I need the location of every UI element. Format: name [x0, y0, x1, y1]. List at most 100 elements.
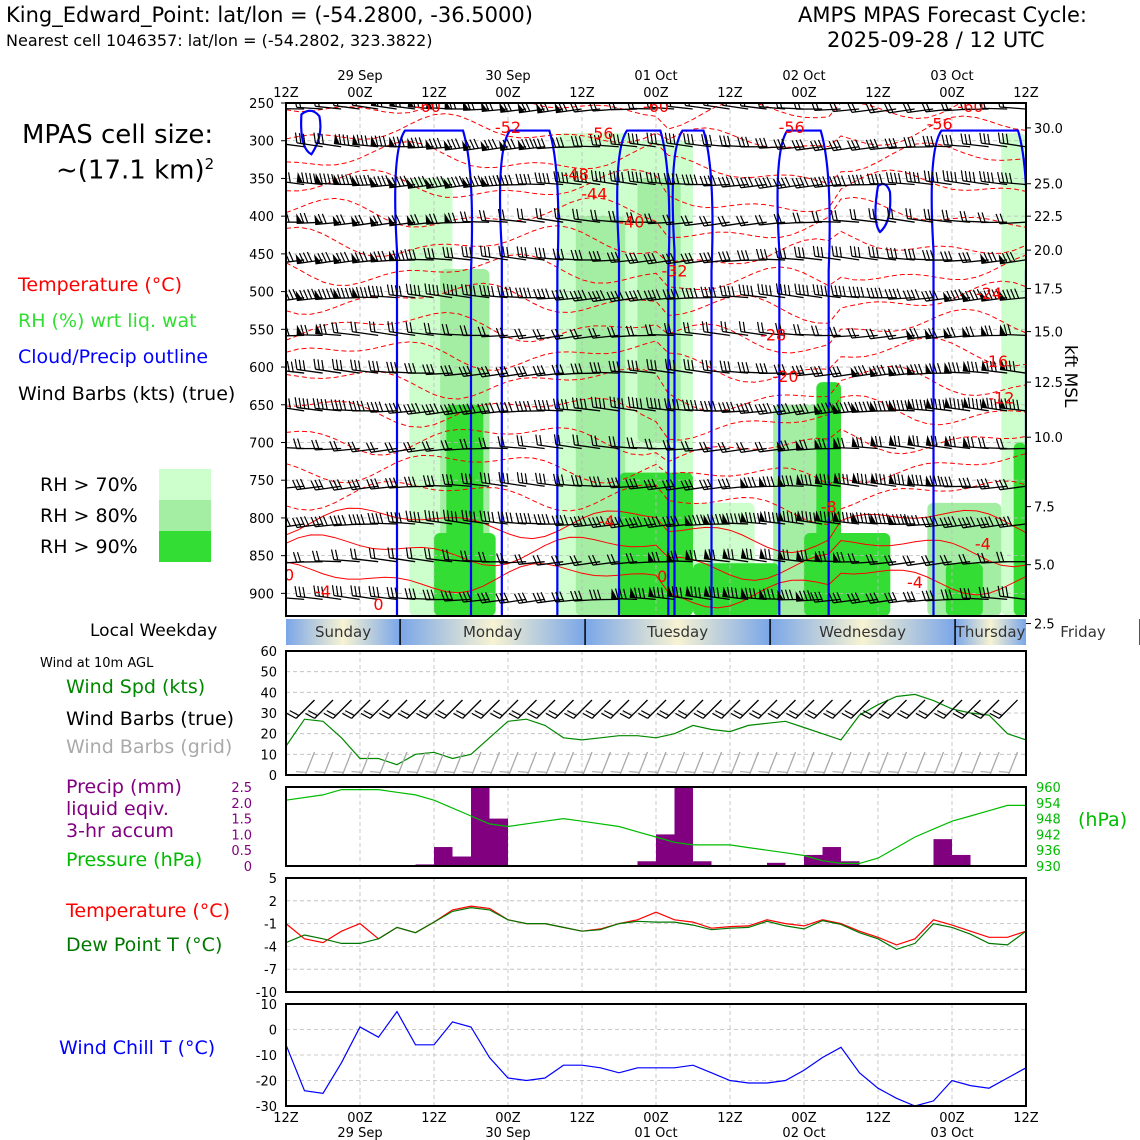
wind-barb-tick: [1005, 586, 1009, 598]
wind-barb-tick: [986, 171, 990, 183]
wind-barb-tick: [436, 137, 442, 148]
wind-barb-tick: [550, 329, 557, 340]
wind-barb-tick: [394, 512, 398, 523]
wind-barb-tick: [496, 175, 501, 186]
wind-barb: [333, 594, 360, 601]
wind-barb-tick: [667, 323, 672, 334]
wind-barb-tick: [1005, 133, 1009, 145]
wind-barb-tick: [322, 515, 328, 526]
wind-barb-tick: [965, 516, 972, 527]
wind-barb-tick: [781, 138, 787, 149]
surface-wind-barb-true: [758, 699, 778, 719]
wind-barb-tick: [810, 325, 816, 336]
windchill-panel-frame: [285, 1003, 1027, 1107]
wind-barb-tick: [778, 247, 783, 259]
wind-barb-tick: [887, 103, 894, 113]
wind-barb-tick: [747, 176, 754, 187]
wind-barb-tick: [592, 554, 598, 565]
wind-barb-tick: [627, 359, 631, 371]
wind-barb-tick: [533, 514, 538, 525]
wind-barb-tick: [779, 103, 783, 109]
wind-barb-tick: [445, 324, 450, 335]
surface-wind-barb-grid-tick: [388, 770, 399, 774]
wind-barb-tick: [412, 588, 417, 599]
wind-barb-tick: [885, 400, 890, 412]
wind-barb-tick: [670, 550, 675, 562]
surface-wind-barb-true: [721, 699, 741, 719]
wind-barb-tick: [495, 593, 501, 604]
wind-barb-tick: [373, 176, 379, 187]
wind-barb-tick: [465, 246, 468, 257]
wind-barb-tick: [534, 247, 538, 258]
wind-barb-tick: [399, 176, 405, 187]
wind-barb-tick: [551, 290, 557, 301]
wind-barb-tick: [847, 553, 853, 564]
wind-barb: [981, 107, 1008, 110]
temperature-contour: [286, 308, 1026, 354]
wind-barb-tick: [770, 588, 775, 600]
wind-barb-tick: [275, 554, 279, 564]
surface-wind-barb-true-tick: [934, 712, 944, 719]
wind-barb-tick: [906, 103, 912, 113]
wind-barb-tick: [481, 403, 487, 414]
wind-barb-flag: [759, 548, 766, 559]
wind-barb-tick: [536, 328, 542, 339]
surface-wind-barb-grid: [748, 751, 760, 775]
wind-barb-tick: [454, 138, 461, 149]
wind-barb-tick: [426, 589, 431, 600]
wind-barb-tick: [946, 290, 952, 301]
temperature-contour-label: -4: [907, 573, 923, 592]
wind-barb-flag: [480, 140, 488, 151]
wind-barb-tick: [738, 284, 742, 295]
wind-barb-tick: [959, 103, 964, 110]
wind-barb: [870, 217, 897, 223]
wind-barb-tick: [928, 290, 935, 301]
wind-barb-flag: [776, 441, 784, 452]
wind-barb-tick: [662, 440, 668, 451]
wind-barb-tick: [439, 404, 446, 415]
temperature-contour: [286, 337, 1026, 383]
wind-barb-tick: [400, 250, 405, 261]
surface-wind-barb-true-tick: [566, 710, 577, 717]
wind-barb-tick: [391, 547, 395, 559]
wind-barb-tick: [606, 252, 612, 263]
wind-barb-tick: [828, 593, 834, 604]
wind-barb-tick: [776, 178, 783, 188]
wind-barb-tick: [594, 435, 598, 446]
legend-rh: RH (%) wrt liq. wat: [18, 310, 197, 332]
wind-barb: [944, 144, 971, 148]
surface-wind-barb-true-tick: [823, 712, 833, 719]
wind-barb-tick: [942, 399, 946, 411]
wind-barb-tick: [872, 365, 878, 376]
wind-barb-tick: [446, 284, 450, 295]
wind-barb-tick: [801, 510, 804, 522]
wind-barb-tick: [795, 177, 801, 188]
wind-barb-tick: [688, 252, 694, 263]
wind-barb-tick: [665, 253, 672, 264]
wind-barb-tick: [645, 397, 649, 408]
wind-barb-tick: [803, 176, 809, 187]
wind-barb-flag: [925, 434, 932, 446]
wind-barb-tick: [782, 549, 786, 560]
wind-barb-tick: [323, 173, 327, 184]
wind-speed-line: [285, 693, 1027, 766]
wind-barb-tick: [615, 477, 620, 488]
wind-barb-tick: [433, 403, 439, 414]
wind-barb-tick: [589, 362, 594, 373]
wind-barb-tick: [294, 397, 298, 408]
surface-wind-barb-grid: [582, 751, 593, 775]
surface-wind-barb-true-tick: [693, 712, 704, 719]
wind-barb-tick: [292, 552, 298, 563]
wind-barb-tick: [849, 245, 853, 257]
wind-barb-tick: [861, 364, 868, 375]
wind-barb: [999, 259, 1026, 265]
wind-barb-tick: [999, 479, 1005, 490]
wind-barb-tick: [375, 513, 380, 524]
wind-barb-tick: [529, 138, 535, 149]
wind-barb-tick: [997, 585, 1001, 597]
wind-barb-tick: [775, 103, 779, 108]
wind-barb-tick: [390, 587, 394, 598]
wind-barb-tick: [686, 322, 690, 333]
wind-barb-flag: [924, 328, 932, 339]
wind-barb: [352, 296, 379, 299]
